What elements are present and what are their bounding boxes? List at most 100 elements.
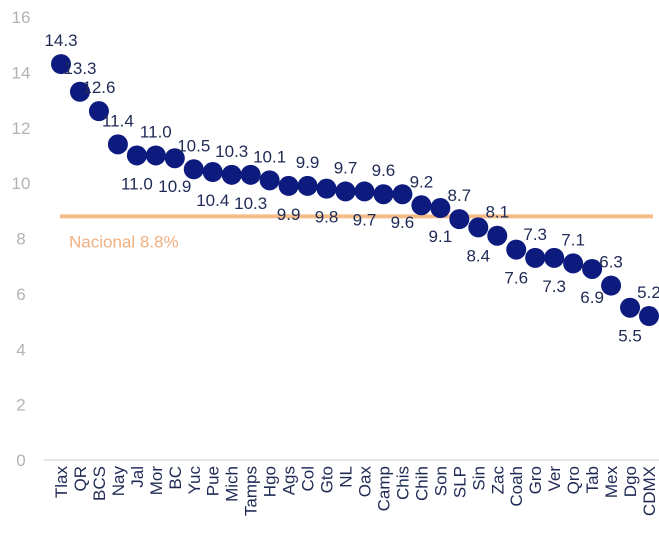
x-tick-label: Tlax <box>52 466 71 499</box>
x-tick-label: BCS <box>90 466 109 501</box>
x-tick-label: Chis <box>393 466 412 500</box>
y-tick-label: 8 <box>16 230 25 249</box>
data-point-oax <box>354 181 375 202</box>
x-tick-label: Son <box>431 466 450 496</box>
data-points <box>51 54 659 327</box>
x-tick-label: Coah <box>507 466 526 507</box>
x-tick-label: Camp <box>374 466 393 511</box>
data-point-tamps <box>240 164 261 185</box>
data-point-sin <box>468 217 489 238</box>
x-tick-label: Pue <box>204 466 223 496</box>
y-tick-label: 16 <box>12 8 31 27</box>
data-label-pue: 10.4 <box>196 191 229 210</box>
data-point-ver <box>544 247 565 268</box>
data-labels: 14.3 13.312.6 11.4 11.0 11.0 10.9 10.5 10.4 10.3… <box>44 31 659 346</box>
data-label-yuc: 10.5 <box>177 136 210 155</box>
data-point-zac <box>487 225 508 246</box>
data-point-coah <box>506 239 527 260</box>
data-label-mex: 6.3 <box>599 253 623 272</box>
x-tick-label: Dgo <box>621 466 640 497</box>
data-point-mich <box>221 164 242 185</box>
data-point-camp <box>373 184 394 205</box>
x-axis-ticks: Tlax QR BCS Nay Jal Mor BC Yuc Pue Mich Tamps Hgo Ag… <box>52 466 659 517</box>
data-point-bcs <box>88 101 109 122</box>
data-point-yuc <box>183 159 204 180</box>
x-tick-label: Ver <box>545 466 564 492</box>
data-point-jal <box>126 145 147 166</box>
x-tick-label: Sin <box>469 466 488 491</box>
data-label-mor: 11.0 <box>140 122 172 141</box>
data-point-gto <box>316 178 337 199</box>
data-point-qr <box>69 81 90 102</box>
y-tick-label: 0 <box>16 451 25 470</box>
data-point-gro <box>525 247 546 268</box>
data-point-tlax <box>51 54 71 75</box>
data-label-coah: 7.6 <box>504 269 528 288</box>
data-label-sin: 8.4 <box>466 246 490 265</box>
data-point-chis <box>392 184 413 205</box>
data-point-mex <box>601 275 622 296</box>
data-point-tab <box>582 258 603 279</box>
y-tick-label: 4 <box>16 340 25 359</box>
y-tick-label: 14 <box>12 63 31 82</box>
data-label-col: 9.9 <box>296 153 320 172</box>
data-label-gro: 7.3 <box>523 225 547 244</box>
data-point-col <box>297 175 318 196</box>
data-label-chih: 9.2 <box>410 172 434 191</box>
data-label-oax: 9.7 <box>353 210 377 229</box>
x-tick-label: CDMX <box>640 466 659 516</box>
x-tick-label: Jal <box>128 466 147 488</box>
data-label-tlax: 14.3 <box>44 31 77 50</box>
data-point-ags <box>278 175 299 196</box>
data-label-nay: 11.4 <box>102 111 134 130</box>
x-tick-label: Oax <box>355 466 374 498</box>
x-tick-label: Mich <box>223 466 242 502</box>
data-point-chih <box>411 195 432 216</box>
data-label-chis: 9.6 <box>391 213 415 232</box>
x-tick-label: NL <box>337 466 356 488</box>
x-tick-label: Qro <box>564 466 583 494</box>
data-label-gto: 9.8 <box>315 208 339 227</box>
y-axis: 0 2 4 6 8 10 12 14 16 <box>12 8 31 470</box>
data-point-cdmx <box>639 306 659 327</box>
data-label-camp: 9.6 <box>372 161 396 180</box>
data-label-jal: 11.0 <box>121 174 153 193</box>
x-tick-label: Gro <box>526 466 545 494</box>
y-tick-label: 10 <box>12 174 31 193</box>
data-point-mor <box>145 145 166 166</box>
data-label-bcs: 12.6 <box>82 78 115 97</box>
data-point-qro <box>563 253 584 274</box>
data-label-ver: 7.3 <box>542 277 566 296</box>
x-tick-label: BC <box>166 466 185 490</box>
x-tick-label: Mex <box>602 466 621 499</box>
y-tick-label: 6 <box>16 285 25 304</box>
data-label-hgo: 10.1 <box>253 147 286 166</box>
x-tick-label: Tamps <box>242 466 261 516</box>
data-point-bc <box>164 148 185 169</box>
data-point-slp <box>449 209 470 230</box>
x-tick-label: QR <box>71 466 90 492</box>
data-label-mich: 10.3 <box>215 142 248 161</box>
data-label-qr: 13.3 <box>63 59 96 78</box>
x-tick-label: Col <box>299 466 318 492</box>
x-tick-label: Chih <box>412 466 431 501</box>
data-label-zac: 8.1 <box>485 203 509 222</box>
data-label-qro: 7.1 <box>561 230 585 249</box>
data-point-pue <box>202 162 223 183</box>
data-label-cdmx: 5.2 <box>637 283 659 302</box>
y-tick-label: 2 <box>16 396 25 415</box>
data-label-tab: 6.9 <box>580 288 604 307</box>
data-point-dgo <box>620 297 641 318</box>
data-label-dgo: 5.5 <box>618 327 642 346</box>
y-tick-label: 12 <box>12 119 31 138</box>
data-label-son: 9.1 <box>429 227 453 246</box>
national-reference-label: Nacional 8.8% <box>69 232 179 251</box>
data-point-hgo <box>259 170 280 191</box>
x-tick-label: Tab <box>583 466 602 493</box>
data-label-slp: 8.7 <box>448 186 472 205</box>
x-tick-label: Mor <box>147 466 166 496</box>
data-label-nl: 9.7 <box>334 158 358 177</box>
data-point-son <box>430 198 451 219</box>
x-tick-label: Gto <box>318 466 337 493</box>
